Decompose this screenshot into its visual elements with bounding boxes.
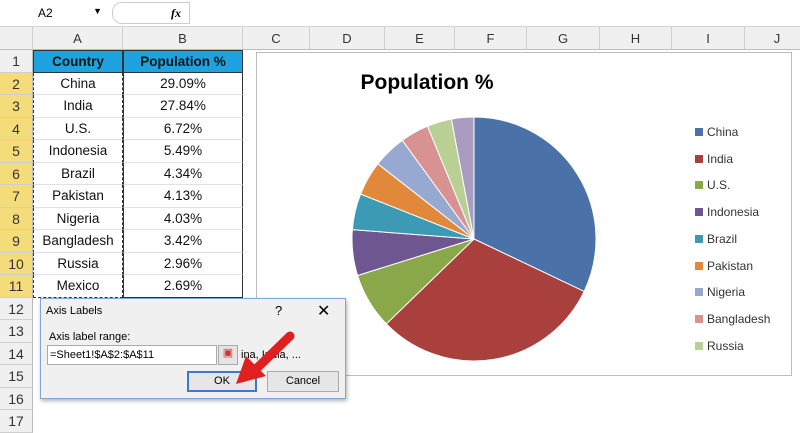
pie-slice-india[interactable] (385, 238, 585, 362)
legend-swatch (695, 208, 703, 217)
row-header-14[interactable]: 14 (0, 342, 33, 365)
pie-plot-area (351, 116, 597, 362)
legend-entry[interactable]: India (695, 152, 733, 166)
population-cell[interactable]: 2.69% (123, 275, 243, 298)
population-cell[interactable]: 4.03% (123, 207, 243, 230)
legend-label: Brazil (707, 231, 738, 246)
pie-slice-mexico[interactable] (450, 116, 475, 240)
legend-label: Pakistan (707, 258, 754, 273)
dialog-title: Axis Labels (46, 305, 103, 317)
cancel-button[interactable]: Cancel (267, 371, 339, 392)
axis-labels-dialog: Axis Labels ? ✕ Axis label range: =Sheet… (40, 298, 346, 399)
select-all-corner[interactable] (0, 27, 33, 50)
row-header-13[interactable]: 13 (0, 320, 33, 343)
row-header-8[interactable]: 8 (0, 207, 33, 230)
legend-label: India (707, 151, 734, 166)
legend-swatch (695, 128, 703, 136)
population-cell[interactable]: 3.42% (123, 230, 243, 253)
column-header-F[interactable]: F (455, 27, 527, 50)
country-cell[interactable]: Brazil (33, 162, 123, 185)
legend-swatch (695, 314, 703, 323)
country-cell[interactable]: Pakistan (33, 185, 123, 208)
help-button[interactable]: ? (275, 303, 283, 318)
row-header-6[interactable]: 6 (0, 162, 33, 185)
row-header-1[interactable]: 1 (0, 50, 33, 73)
legend-entry[interactable]: Nigeria (695, 285, 745, 299)
legend-swatch (695, 181, 703, 190)
legend-entry[interactable]: Indonesia (695, 205, 759, 219)
population-cell[interactable]: 4.13% (123, 185, 243, 208)
country-cell[interactable]: Bangladesh (33, 230, 123, 253)
column-header-H[interactable]: H (600, 27, 672, 50)
legend-entry[interactable]: U.S. (695, 178, 730, 192)
legend-label: Nigeria (707, 285, 746, 300)
column-header-J[interactable]: J (745, 27, 800, 50)
row-header-5[interactable]: 5 (0, 140, 33, 163)
legend-label: Russia (707, 338, 744, 353)
legend-label: U.S. (707, 178, 731, 193)
column-header-E[interactable]: E (385, 27, 455, 50)
legend-entry[interactable]: Russia (695, 339, 744, 353)
column-header-B[interactable]: B (123, 27, 243, 50)
population-cell[interactable]: 2.96% (123, 252, 243, 275)
legend-swatch (695, 261, 703, 270)
population-cell[interactable]: 5.49% (123, 140, 243, 163)
legend-label: Indonesia (707, 205, 760, 220)
header-cell-B[interactable]: Population % (123, 50, 243, 73)
row-header-7[interactable]: 7 (0, 185, 33, 208)
row-header-15[interactable]: 15 (0, 365, 33, 388)
legend-entry[interactable]: China (695, 125, 738, 139)
country-cell[interactable]: Nigeria (33, 207, 123, 230)
legend-swatch (695, 154, 703, 163)
population-cell[interactable]: 27.84% (123, 95, 243, 118)
row-header-16[interactable]: 16 (0, 387, 33, 410)
population-cell[interactable]: 29.09% (123, 72, 243, 95)
row-header-10[interactable]: 10 (0, 252, 33, 275)
name-box-value: A2 (38, 6, 53, 20)
row-header-3[interactable]: 3 (0, 95, 33, 118)
legend-label: China (707, 125, 739, 139)
pie-slice-china[interactable] (473, 116, 597, 293)
collapse-dialog-icon[interactable]: ▣ (218, 345, 238, 365)
range-preview: ina, India, ... (241, 349, 301, 361)
row-header-9[interactable]: 9 (0, 230, 33, 253)
column-header-C[interactable]: C (243, 27, 310, 50)
chart-title: Population % (360, 71, 494, 94)
axis-label-range-label: Axis label range: (49, 331, 131, 343)
column-header-I[interactable]: I (672, 27, 745, 50)
row-header-2[interactable]: 2 (0, 72, 33, 95)
legend-entry[interactable]: Brazil (695, 232, 737, 246)
legend-swatch (695, 341, 703, 350)
row-header-4[interactable]: 4 (0, 117, 33, 140)
chevron-down-icon[interactable]: ▼ (93, 6, 102, 16)
country-cell[interactable]: Indonesia (33, 140, 123, 163)
country-cell[interactable]: India (33, 95, 123, 118)
country-cell[interactable]: U.S. (33, 117, 123, 140)
header-cell-A[interactable]: Country (33, 50, 123, 73)
legend-swatch (695, 234, 703, 243)
column-header-D[interactable]: D (310, 27, 385, 50)
column-header-A[interactable]: A (33, 27, 123, 50)
name-box[interactable]: A2 ▼ (0, 3, 108, 23)
ok-button[interactable]: OK (187, 371, 257, 392)
country-cell[interactable]: China (33, 72, 123, 95)
row-header-17[interactable]: 17 (0, 410, 33, 433)
legend-label: Bangladesh (707, 311, 771, 326)
row-header-12[interactable]: 12 (0, 297, 33, 320)
close-button[interactable]: ✕ (317, 303, 331, 320)
country-cell[interactable]: Mexico (33, 275, 123, 298)
legend-entry[interactable]: Pakistan (695, 259, 753, 273)
insert-function-button[interactable]: fx (112, 2, 190, 24)
axis-label-range-input[interactable]: =Sheet1!$A$2:$A$11 (47, 345, 217, 365)
country-cell[interactable]: Russia (33, 252, 123, 275)
population-cell[interactable]: 6.72% (123, 117, 243, 140)
population-cell[interactable]: 4.34% (123, 162, 243, 185)
legend-entry[interactable]: Bangladesh (695, 312, 770, 326)
column-header-G[interactable]: G (527, 27, 600, 50)
row-header-11[interactable]: 11 (0, 275, 33, 298)
formula-bar: A2 ▼ fx (0, 0, 800, 27)
legend-swatch (695, 288, 703, 297)
